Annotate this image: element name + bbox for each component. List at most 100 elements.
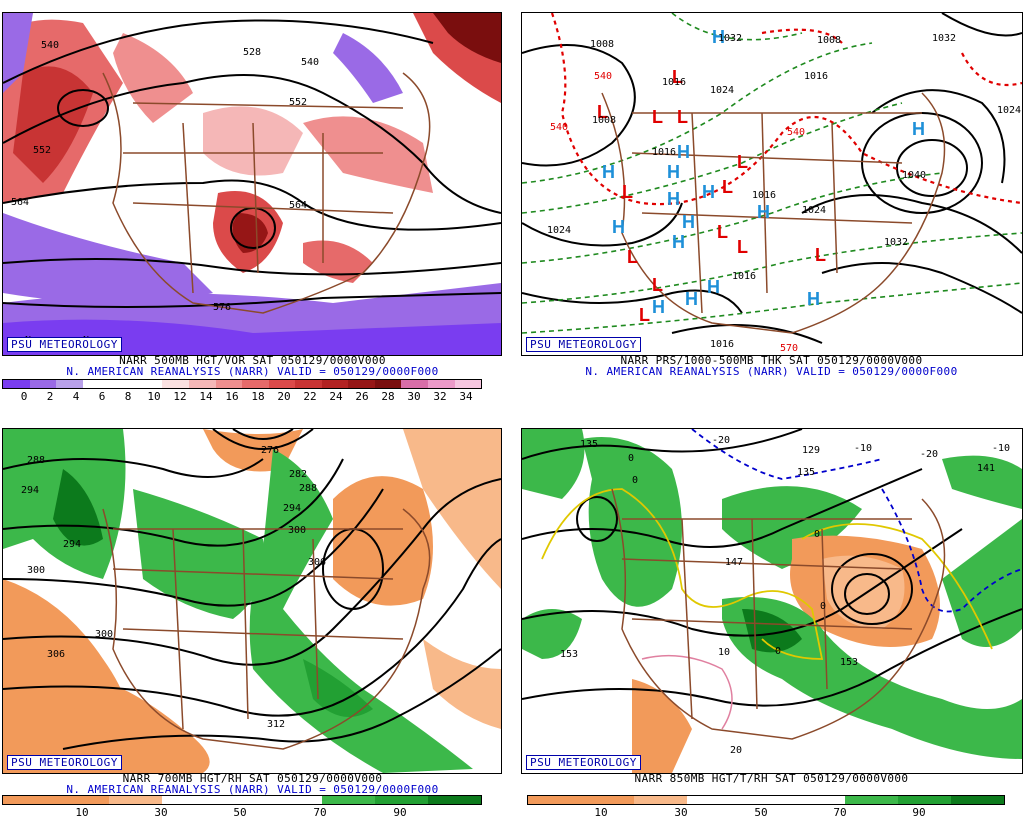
humidity-shading [3, 429, 501, 773]
contour-label: 1024 [710, 85, 734, 96]
humidity-shading [522, 429, 1022, 773]
pressure-centers: H L L L L H H H H L L H H L H H H L H L [597, 27, 925, 325]
colorbar-tick: 14 [199, 390, 213, 403]
contour-labels: 135 129 135 141 147 153 153 0 0 0 0 0 10… [560, 435, 1010, 756]
colorbar-tick: 12 [173, 390, 187, 403]
geography-lines [601, 92, 946, 334]
map-500mb-svg: 540 528 540 552 552 564 576 564 N N [3, 13, 501, 355]
contour-label: 312 [267, 719, 285, 730]
colorbar-tick: 22 [303, 390, 317, 403]
low-pressure-symbol: L [627, 247, 638, 267]
panel-500mb-vorticity: 540 528 540 552 552 564 576 564 N N PSU … [0, 0, 505, 405]
colorbar-tick: 8 [124, 390, 132, 403]
panel-sea-level-pressure: H L L L L H H H H L L H H L H H H L H L [519, 0, 1024, 405]
contour-label: 1016 [732, 271, 756, 282]
colorbar-tick: 10 [75, 806, 89, 819]
low-pressure-symbol: L [622, 182, 633, 202]
humidity-colorbar-ticks: 10 30 50 70 90 [527, 806, 1003, 819]
colorbar-tick: 16 [225, 390, 239, 403]
contour-label: 1008 [590, 39, 614, 50]
contour-label: 540 [41, 40, 59, 51]
map-850mb-svg: 135 129 135 141 147 153 153 0 0 0 0 0 10… [522, 429, 1022, 773]
contour-label: 1032 [884, 237, 908, 248]
high-pressure-symbol: H [677, 142, 690, 162]
high-pressure-symbol: H [612, 217, 625, 237]
contour-label: 0 [814, 529, 820, 540]
colorbar-tick: 18 [251, 390, 265, 403]
height-contours [3, 19, 501, 308]
psu-branding: PSU METEOROLOGY [526, 337, 641, 352]
contour-label: 1024 [547, 225, 571, 236]
contour-label: 0 [628, 453, 634, 464]
contour-labels: 288 294 276 282 288 294 300 306 294 300 … [21, 445, 326, 730]
colorbar-tick: 32 [433, 390, 447, 403]
colorbar-tick: 20 [277, 390, 291, 403]
contour-label: 1032 [932, 33, 956, 44]
high-pressure-symbol: H [702, 182, 715, 202]
contour-label: 300 [288, 525, 306, 536]
low-pressure-symbol: L [672, 67, 683, 87]
thickness-540-line [550, 13, 1022, 206]
contour-label: 300 [27, 565, 45, 576]
low-pressure-symbol: L [677, 107, 688, 127]
contour-label: 1024 [997, 105, 1021, 116]
colorbar-tick: 0 [20, 390, 28, 403]
contour-label: 576 [213, 302, 231, 313]
contour-label: 10 [718, 647, 730, 658]
contour-label: 552 [289, 97, 307, 108]
contour-label: 1016 [804, 71, 828, 82]
height-contours [522, 429, 1022, 707]
high-pressure-symbol: H [667, 162, 680, 182]
geography-lines [611, 488, 946, 740]
contour-label: 1016 [752, 190, 776, 201]
height-contours [3, 429, 501, 750]
map-pressure-svg: H L L L L H H H H L L H H L H H H L H L [522, 13, 1022, 354]
contour-label: 306 [47, 649, 65, 660]
contour-label: 1032 [718, 33, 742, 44]
panel-700mb-humidity: 288 294 276 282 288 294 300 306 294 300 … [0, 414, 505, 819]
contour-label: 1024 [802, 205, 826, 216]
colorbar-tick: 6 [98, 390, 106, 403]
high-pressure-symbol: H [667, 189, 680, 209]
contour-label: 276 [261, 445, 279, 456]
map-pressure: H L L L L H H H H L L H H L H H H L H L [521, 12, 1023, 356]
high-pressure-symbol: H [672, 232, 685, 252]
low-pressure-symbol: L [639, 305, 650, 325]
high-pressure-symbol: H [682, 212, 695, 232]
contour-label: 0 [820, 601, 826, 612]
low-pressure-symbol: L [722, 177, 733, 197]
contour-label: 282 [289, 469, 307, 480]
panel-caption-valid: N. AMERICAN REANALYSIS (NARR) VALID = 05… [66, 365, 439, 378]
panel-caption-valid: N. AMERICAN REANALYSIS (NARR) VALID = 05… [585, 365, 958, 378]
colorbar-tick: 30 [407, 390, 421, 403]
low-pressure-symbol: L [597, 102, 608, 122]
minus-ten-isotherm [691, 429, 1022, 613]
map-700mb: 288 294 276 282 288 294 300 306 294 300 … [2, 428, 502, 774]
contour-label: 288 [27, 455, 45, 466]
panel-caption-title: NARR 700MB HGT/RH SAT 050129/0000V000 [122, 772, 383, 785]
contour-label: -20 [920, 449, 938, 460]
psu-branding: PSU METEOROLOGY [7, 337, 122, 352]
contour-label: 564 [11, 197, 29, 208]
geography-lines [102, 508, 431, 750]
low-pressure-symbol: L [815, 245, 826, 265]
colorbar-tick: 50 [754, 806, 768, 819]
map-850mb: 135 129 135 141 147 153 153 0 0 0 0 0 10… [521, 428, 1023, 774]
contour-label: 153 [560, 649, 578, 660]
colorbar-tick: 30 [674, 806, 688, 819]
isobars [522, 13, 1022, 344]
contour-label: 540 [550, 122, 568, 133]
high-pressure-symbol: H [912, 119, 925, 139]
contour-label: 564 [289, 200, 307, 211]
colorbar-tick: 90 [393, 806, 407, 819]
thickness-contours [522, 13, 1022, 334]
contour-label: 288 [299, 483, 317, 494]
contour-label: 1008 [592, 115, 616, 126]
contour-labels: 1008 1032 1008 1032 1016 1016 1024 1024 … [547, 33, 1021, 354]
contour-label: 20 [730, 745, 742, 756]
colorbar-tick: 10 [147, 390, 161, 403]
vorticity-colorbar-ticks: 0 2 4 6 8 10 12 14 16 18 20 22 24 26 28 … [2, 390, 480, 403]
low-pressure-symbol: L [652, 275, 663, 295]
low-pressure-symbol: L [717, 222, 728, 242]
panel-850mb-temperature: 135 129 135 141 147 153 153 0 0 0 0 0 10… [519, 414, 1024, 819]
